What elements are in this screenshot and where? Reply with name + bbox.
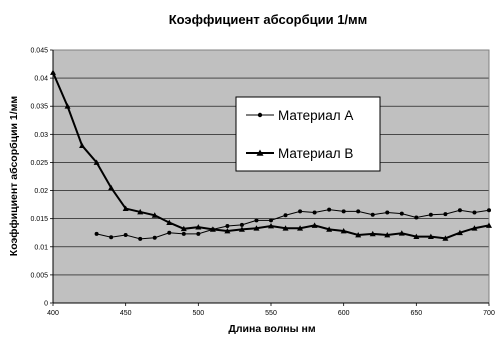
data-point [442, 235, 449, 241]
data-point [224, 228, 231, 234]
data-point [94, 231, 99, 236]
data-point [486, 222, 492, 228]
data-point [297, 225, 304, 231]
data-point [282, 225, 289, 231]
x-tick-label: 500 [192, 310, 204, 317]
data-point [64, 103, 71, 109]
data-point [311, 222, 318, 228]
data-point [151, 212, 158, 218]
data-point [254, 218, 259, 223]
data-point [209, 226, 216, 232]
y-axis-label: Коэффициент абсорбции 1/мм [8, 96, 20, 257]
data-point [79, 142, 86, 148]
data-point [181, 231, 186, 236]
plot-area [53, 50, 489, 303]
legend-label-a: Материал A [278, 108, 353, 123]
data-point [457, 208, 462, 213]
x-tick-label: 550 [265, 310, 277, 317]
data-point [122, 205, 129, 211]
data-point [398, 230, 405, 236]
x-tick-label: 650 [410, 310, 422, 317]
chart-title: Коэффициент абсорбции 1/мм [169, 12, 368, 27]
y-tick-label: 0.015 [30, 216, 48, 223]
data-point [298, 209, 303, 214]
data-point [109, 235, 114, 240]
data-point [195, 224, 202, 230]
data-point [356, 209, 361, 214]
y-tick-label: 0.045 [30, 48, 48, 55]
data-point [385, 210, 390, 215]
data-point [238, 226, 245, 232]
y-tick-label: 0.025 [30, 160, 48, 167]
x-axis-label: Длина волны нм [228, 323, 315, 335]
x-tick-label: 450 [120, 310, 132, 317]
y-tick-label: 0.02 [34, 188, 48, 195]
legend-marker-b [256, 149, 264, 156]
x-tick-label: 400 [47, 310, 59, 317]
data-point [340, 228, 347, 234]
legend-box [235, 96, 381, 172]
data-point [152, 235, 157, 240]
data-point [414, 215, 419, 220]
data-point [443, 212, 448, 217]
data-point [369, 230, 376, 237]
data-point [427, 233, 434, 240]
data-point [166, 219, 173, 226]
data-point [413, 233, 420, 240]
data-point [384, 231, 391, 238]
data-point [180, 225, 187, 232]
data-point [196, 231, 201, 236]
data-point [50, 69, 56, 75]
data-point [341, 209, 346, 214]
y-tick-label: 0.035 [30, 104, 48, 111]
series-line [96, 209, 490, 240]
data-point [268, 222, 274, 229]
x-tick-label: 600 [338, 310, 350, 317]
series-a [96, 209, 490, 240]
data-point [108, 184, 115, 191]
data-point [269, 218, 273, 223]
data-point [471, 225, 478, 231]
data-point [327, 207, 332, 212]
data-point [399, 211, 404, 216]
y-tick-label: 0 [44, 301, 48, 308]
data-point [225, 223, 230, 228]
data-point [312, 210, 317, 215]
legend-marker-a [257, 112, 263, 118]
y-tick-label: 0.005 [30, 272, 48, 279]
legend-label-b: Материал B [278, 146, 353, 161]
data-point [283, 213, 288, 218]
x-tick-label: 700 [483, 310, 495, 317]
data-point [472, 210, 477, 215]
y-tick-label: 0.04 [34, 76, 48, 83]
data-point [138, 236, 143, 241]
data-point [326, 226, 333, 232]
data-point [239, 222, 244, 227]
y-tick-label: 0.03 [34, 132, 48, 139]
data-point [253, 225, 260, 231]
data-point [487, 208, 491, 213]
data-point [355, 231, 362, 238]
data-point [167, 230, 172, 235]
data-point [428, 212, 433, 217]
data-point [123, 232, 128, 237]
data-point [370, 212, 375, 217]
data-point [137, 208, 144, 215]
y-tick-label: 0.01 [34, 244, 48, 251]
data-point [456, 229, 463, 236]
data-point [93, 159, 100, 165]
